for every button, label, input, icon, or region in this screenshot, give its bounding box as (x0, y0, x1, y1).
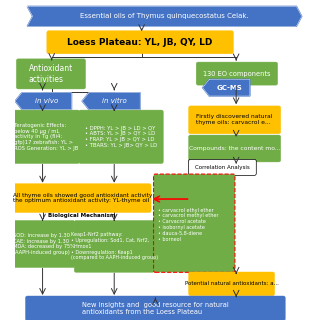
FancyBboxPatch shape (47, 31, 233, 54)
Text: in vivo: in vivo (35, 98, 58, 104)
Text: Potential natural antioxidants: a...: Potential natural antioxidants: a... (185, 281, 278, 286)
FancyBboxPatch shape (188, 159, 256, 175)
FancyBboxPatch shape (188, 135, 281, 162)
Text: Firstly discovered natural
thyme oils: carvacrol e...: Firstly discovered natural thyme oils: c… (196, 115, 273, 125)
Text: Biological Mechanism: Biological Mechanism (48, 212, 116, 218)
FancyBboxPatch shape (13, 184, 151, 212)
Polygon shape (27, 6, 302, 26)
FancyBboxPatch shape (154, 174, 235, 272)
Text: Compounds: the content mo...: Compounds: the content mo... (189, 146, 280, 151)
Text: All thyme oils showed good antioxidant activity
the optimum antioxidant activity: All thyme oils showed good antioxidant a… (12, 193, 152, 204)
Text: SOD: increase by 1.30
CAE: increase by 1.30
MDA: decreased by 75%
(AAPH-induced : SOD: increase by 1.30 CAE: increase by 1… (13, 233, 75, 255)
FancyBboxPatch shape (74, 220, 154, 272)
FancyBboxPatch shape (13, 220, 75, 268)
Text: Teratogenic Effects:
below 40 μg / mL
activity in Tg (fli4:
gfp)17 zebrafish: YL: Teratogenic Effects: below 40 μg / mL ac… (14, 123, 79, 151)
Text: Essential oils of Thymus quinquecostatus Celak.: Essential oils of Thymus quinquecostatus… (80, 13, 249, 19)
Text: • carvacrol ethyl ether
• carvacrol methyl ether
• Carvacrol acetate
• isobornyl: • carvacrol ethyl ether • carvacrol meth… (158, 208, 218, 242)
Text: in vitro: in vitro (102, 98, 127, 104)
FancyBboxPatch shape (196, 62, 278, 85)
FancyBboxPatch shape (188, 272, 275, 296)
FancyBboxPatch shape (79, 110, 163, 164)
Text: Keap1-Nrf2 pathway:
• Upregulation: Sod1, Cat, Nrf2,
  Hmox1
• Downregulation: K: Keap1-Nrf2 pathway: • Upregulation: Sod1… (71, 232, 158, 260)
FancyBboxPatch shape (26, 296, 285, 320)
Text: Loess Plateau: YL, JB, QY, LD: Loess Plateau: YL, JB, QY, LD (68, 38, 213, 47)
FancyBboxPatch shape (188, 106, 281, 134)
Text: New insights and  good resource for natural
antioxidants from the Loess Plateau: New insights and good resource for natur… (82, 302, 229, 315)
Polygon shape (203, 79, 250, 96)
Text: Correlation Analysis: Correlation Analysis (195, 165, 250, 170)
Text: • DPPH: YL > JB > LD > QY
• ABTS: YL > JB > QY > LD
• FRAP: YL > JB > QY > LD
• : • DPPH: YL > JB > LD > QY • ABTS: YL > J… (85, 126, 157, 148)
Polygon shape (15, 93, 72, 109)
Polygon shape (82, 93, 140, 109)
Text: 130 EO components: 130 EO components (203, 71, 271, 76)
FancyBboxPatch shape (13, 110, 79, 164)
FancyBboxPatch shape (16, 59, 85, 89)
Text: GC-MS: GC-MS (217, 85, 243, 91)
Text: Antioxidant
activities: Antioxidant activities (29, 64, 73, 84)
